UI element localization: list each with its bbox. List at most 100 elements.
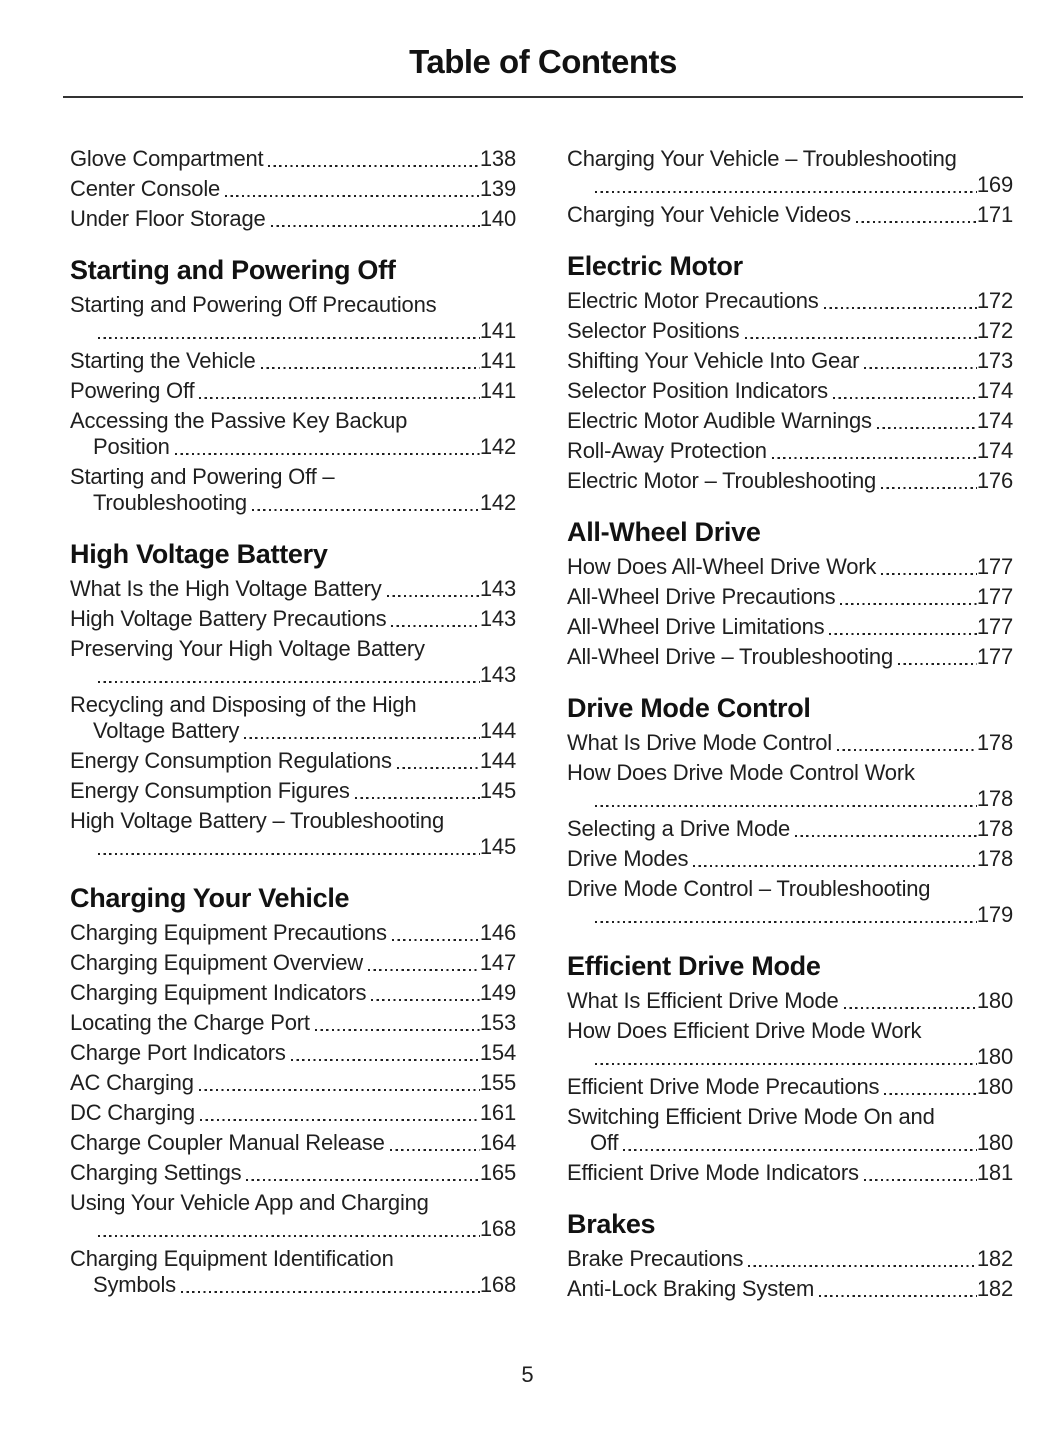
toc-section: Glove Compartment 138 Center Console 139 Und… — [70, 146, 516, 232]
toc-entry: How Does Efficient Drive Mode Work 180 — [567, 1018, 1013, 1070]
toc-page-number: 180 — [976, 988, 1013, 1013]
toc-entry: How Does Drive Mode Control Work 178 — [567, 760, 1013, 812]
toc-entry: Locating the Charge Port 153 — [70, 1010, 516, 1036]
toc-entry-line: Troubleshooting 142 — [70, 490, 516, 516]
toc-page-number: 177 — [976, 554, 1013, 579]
toc-entry-line: High Voltage Battery Precautions 143 — [70, 606, 516, 632]
toc-page-number: 174 — [976, 438, 1013, 463]
toc-leader-dots — [260, 366, 480, 369]
toc-entry-title: Charging Equipment Precautions — [70, 920, 387, 945]
toc-section: All-Wheel Drive How Does All-Wheel Drive … — [567, 518, 1013, 670]
toc-entry: Accessing the Passive Key Backup Position… — [70, 408, 516, 460]
toc-entry-line: 145 — [70, 834, 516, 860]
toc-leader-dots — [386, 594, 480, 597]
toc-entry: Charging Equipment Indicators 149 — [70, 980, 516, 1006]
toc-entry-title: Charge Port Indicators — [70, 1040, 286, 1065]
toc-leader-dots — [174, 452, 480, 455]
toc-entry: Under Floor Storage 140 — [70, 206, 516, 232]
toc-leader-dots — [744, 336, 977, 339]
toc-entry-title: High Voltage Battery – Troubleshooting — [70, 808, 444, 833]
toc-entry-title: Shifting Your Vehicle Into Gear — [567, 348, 860, 373]
toc-entry: Energy Consumption Regulations 144 — [70, 748, 516, 774]
toc-page-number: 138 — [479, 146, 516, 171]
toc-entry-title: High Voltage Battery Precautions — [70, 606, 387, 631]
toc-section: Brakes Brake Precautions 182 Anti-Lock Brak… — [567, 1210, 1013, 1302]
toc-leader-dots — [354, 796, 480, 799]
section-heading: Electric Motor — [567, 251, 743, 281]
toc-page-number: 139 — [479, 176, 516, 201]
toc-section: Efficient Drive Mode What Is Efficient Dr… — [567, 952, 1013, 1186]
toc-entry: High Voltage Battery Precautions 143 — [70, 606, 516, 632]
toc-entry: All-Wheel Drive – Troubleshooting 177 — [567, 644, 1013, 670]
toc-entry-line: What Is Efficient Drive Mode 180 — [567, 988, 1013, 1014]
toc-leader-dots — [290, 1058, 480, 1061]
toc-entry-line: Energy Consumption Regulations 144 — [70, 748, 516, 774]
toc-entry-title: Roll-Away Protection — [567, 438, 767, 463]
toc-entry-title: AC Charging — [70, 1070, 194, 1095]
toc-section: High Voltage Battery What Is the High Vol… — [70, 540, 516, 860]
toc-entry: All-Wheel Drive Limitations 177 — [567, 614, 1013, 640]
toc-entry-line: Off 180 — [567, 1130, 1013, 1156]
toc-entry-line: AC Charging 155 — [70, 1070, 516, 1096]
toc-section: Drive Mode Control What Is Drive Mode Con… — [567, 694, 1013, 928]
toc-entry: Charge Port Indicators 154 — [70, 1040, 516, 1066]
toc-entry-line: Selector Position Indicators 174 — [567, 378, 1013, 404]
toc-page-number: 143 — [479, 662, 516, 687]
toc-page-number: 142 — [479, 490, 516, 515]
toc-columns: Glove Compartment 138 Center Console 139 Und… — [70, 146, 1013, 1306]
toc-entry-title: Under Floor Storage — [70, 206, 266, 231]
toc-entry: Charging Equipment Identification Symbols… — [70, 1246, 516, 1298]
toc-entry-title: Starting and Powering Off Precautions — [70, 292, 437, 317]
toc-entry: Efficient Drive Mode Indicators 181 — [567, 1160, 1013, 1186]
toc-page-number: 153 — [479, 1010, 516, 1035]
toc-entry-line: Efficient Drive Mode Precautions 180 — [567, 1074, 1013, 1100]
toc-entry: Preserving Your High Voltage Battery 143 — [70, 636, 516, 688]
toc-page-number: 174 — [976, 408, 1013, 433]
toc-leader-dots — [371, 998, 480, 1001]
toc-leader-dots — [244, 736, 480, 739]
toc-entry: Drive Mode Control – Troubleshooting 179 — [567, 876, 1013, 928]
toc-leader-dots — [198, 1088, 480, 1091]
toc-page-number: 141 — [479, 318, 516, 343]
toc-leader-dots — [246, 1178, 480, 1181]
toc-leader-dots — [270, 224, 480, 227]
toc-page-number: 178 — [976, 846, 1013, 871]
toc-entry-title: Starting the Vehicle — [70, 348, 256, 373]
toc-entry-title: Position — [93, 434, 170, 459]
toc-page-number: 172 — [976, 288, 1013, 313]
toc-leader-dots — [771, 456, 977, 459]
toc-entry: Anti-Lock Braking System 182 — [567, 1276, 1013, 1302]
toc-entry-title: Locating the Charge Port — [70, 1010, 310, 1035]
toc-entry-title: Brake Precautions — [567, 1246, 744, 1271]
toc-entry: What Is the High Voltage Battery 143 — [70, 576, 516, 602]
toc-entry: Selector Position Indicators 174 — [567, 378, 1013, 404]
toc-entry: Glove Compartment 138 — [70, 146, 516, 172]
toc-entry-line: Anti-Lock Braking System 182 — [567, 1276, 1013, 1302]
toc-entry: Charging Equipment Overview 147 — [70, 950, 516, 976]
toc-entry-line: Symbols 168 — [70, 1272, 516, 1298]
toc-page-number: 161 — [479, 1100, 516, 1125]
toc-page-number: 147 — [479, 950, 516, 975]
toc-page-number: 141 — [479, 378, 516, 403]
toc-entry-title: All-Wheel Drive Limitations — [567, 614, 825, 639]
toc-entry-line: Charge Coupler Manual Release 164 — [70, 1130, 516, 1156]
toc-leader-dots — [837, 748, 977, 751]
toc-entry-line: Charge Port Indicators 154 — [70, 1040, 516, 1066]
toc-entry-title: Starting and Powering Off – — [70, 464, 335, 489]
toc-leader-dots — [829, 632, 977, 635]
section-heading: High Voltage Battery — [70, 539, 328, 569]
toc-entry-line: Voltage Battery 144 — [70, 718, 516, 744]
toc-entry-title: Charging Equipment Identification — [70, 1246, 394, 1271]
toc-entry-title: Symbols — [93, 1272, 176, 1297]
toc-entry-title: Accessing the Passive Key Backup — [70, 408, 408, 433]
toc-page-number: 180 — [976, 1074, 1013, 1099]
toc-leader-dots — [595, 1062, 977, 1065]
toc-entry: Energy Consumption Figures 145 — [70, 778, 516, 804]
toc-entry: AC Charging 155 — [70, 1070, 516, 1096]
toc-page-number: 145 — [479, 834, 516, 859]
toc-entry-title: Electric Motor Audible Warnings — [567, 408, 872, 433]
toc-leader-dots — [855, 220, 977, 223]
toc-entry: Charging Your Vehicle – Troubleshooting 1… — [567, 146, 1013, 198]
toc-entry-title: Charging Equipment Indicators — [70, 980, 367, 1005]
toc-page-number: 182 — [976, 1246, 1013, 1271]
